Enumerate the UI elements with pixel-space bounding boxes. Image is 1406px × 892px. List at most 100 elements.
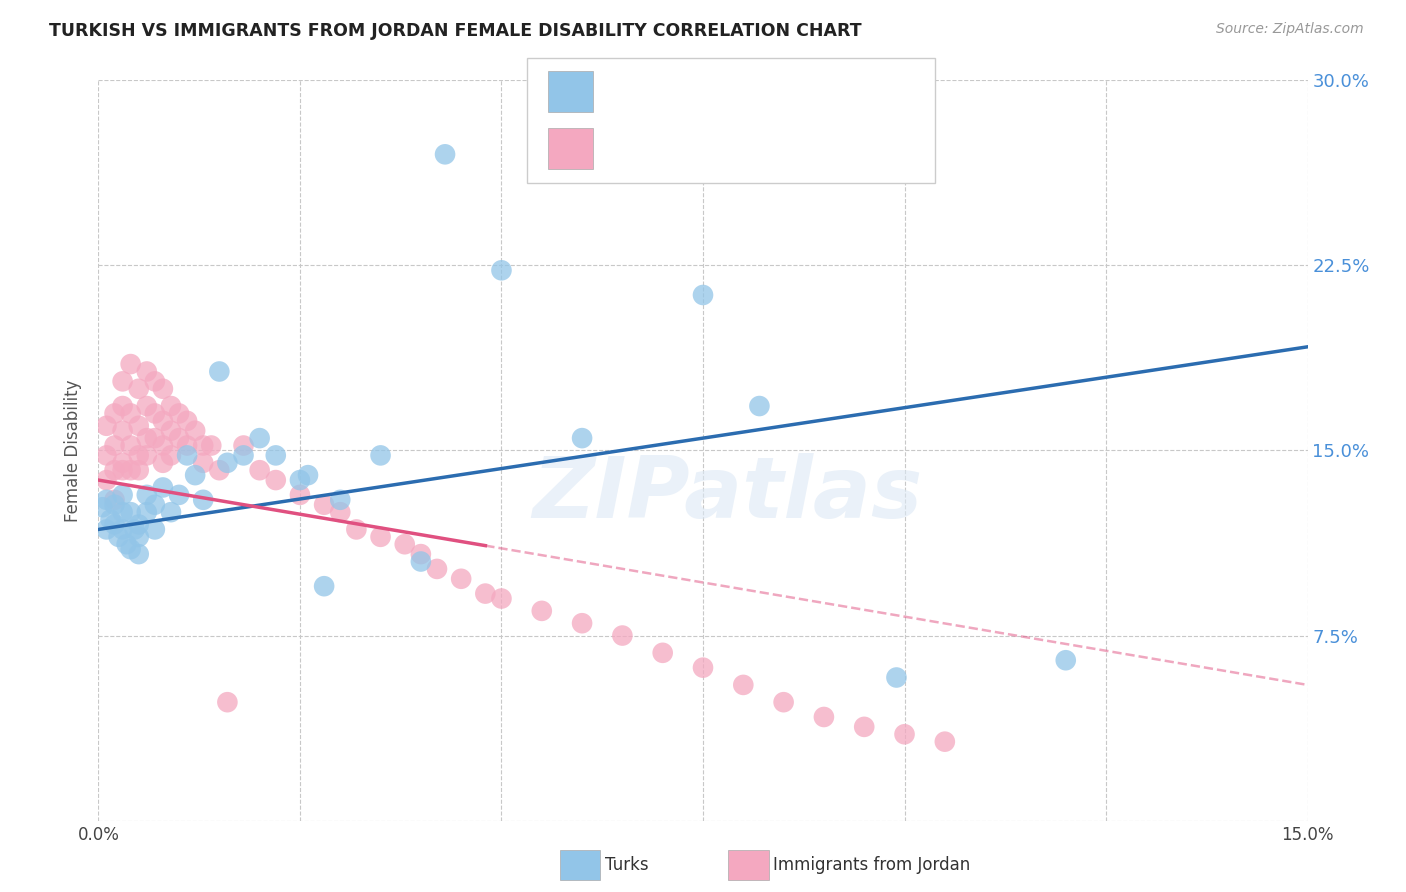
Point xyxy=(217,695,239,709)
Text: R =: R = xyxy=(607,83,662,101)
Point xyxy=(748,399,770,413)
Point xyxy=(314,498,336,512)
Point xyxy=(96,449,118,463)
Point xyxy=(474,586,496,600)
Point xyxy=(530,604,553,618)
Text: N =: N = xyxy=(734,83,799,101)
Point xyxy=(120,357,142,371)
Point xyxy=(143,431,166,445)
Point xyxy=(329,492,352,507)
Text: 0.338: 0.338 xyxy=(661,83,716,101)
Point xyxy=(135,364,157,378)
Point xyxy=(103,438,125,452)
Point xyxy=(772,695,794,709)
Point xyxy=(167,488,190,502)
Point xyxy=(120,438,142,452)
Point xyxy=(96,418,118,433)
Text: 69: 69 xyxy=(790,140,811,158)
Point xyxy=(152,456,174,470)
Point xyxy=(160,424,183,438)
Point xyxy=(193,456,215,470)
Point xyxy=(160,505,183,519)
Point xyxy=(128,382,150,396)
Point xyxy=(370,449,392,463)
Point xyxy=(143,498,166,512)
Point xyxy=(450,572,472,586)
Point xyxy=(651,646,673,660)
Point xyxy=(128,463,150,477)
Text: Immigrants from Jordan: Immigrants from Jordan xyxy=(773,856,970,874)
Point xyxy=(128,418,150,433)
Point xyxy=(200,438,222,452)
Point xyxy=(232,449,254,463)
Point xyxy=(314,579,336,593)
Point xyxy=(193,492,215,507)
Point xyxy=(91,500,114,515)
Point xyxy=(120,463,142,477)
Point xyxy=(152,438,174,452)
Point xyxy=(176,414,198,428)
Point xyxy=(249,463,271,477)
Text: 45: 45 xyxy=(790,83,811,101)
Point xyxy=(1054,653,1077,667)
Point xyxy=(288,488,311,502)
Point xyxy=(120,407,142,421)
Point xyxy=(96,523,118,537)
Point xyxy=(120,542,142,557)
Point xyxy=(692,288,714,302)
Point xyxy=(886,671,908,685)
Point xyxy=(184,468,207,483)
Point xyxy=(491,591,513,606)
Point xyxy=(152,414,174,428)
Point xyxy=(111,523,134,537)
Point xyxy=(103,407,125,421)
Point xyxy=(111,375,134,389)
Point xyxy=(120,505,142,519)
Point xyxy=(217,456,239,470)
Point xyxy=(370,530,392,544)
Point xyxy=(264,473,287,487)
Point xyxy=(115,537,138,551)
Y-axis label: Female Disability: Female Disability xyxy=(65,379,83,522)
Point xyxy=(394,537,416,551)
Point xyxy=(103,517,125,532)
Point xyxy=(111,456,134,470)
Point xyxy=(135,488,157,502)
Point xyxy=(111,424,134,438)
Point xyxy=(152,480,174,494)
Point xyxy=(893,727,915,741)
Point xyxy=(232,438,254,452)
Point xyxy=(107,530,129,544)
Point xyxy=(288,473,311,487)
Point xyxy=(208,364,231,378)
Text: Source: ZipAtlas.com: Source: ZipAtlas.com xyxy=(1216,22,1364,37)
Point xyxy=(128,530,150,544)
Point xyxy=(103,498,125,512)
Text: R =: R = xyxy=(607,140,651,158)
Point xyxy=(111,463,134,477)
Point xyxy=(160,399,183,413)
Point xyxy=(160,449,183,463)
Point xyxy=(103,463,125,477)
Point xyxy=(143,523,166,537)
Point xyxy=(103,492,125,507)
Text: TURKISH VS IMMIGRANTS FROM JORDAN FEMALE DISABILITY CORRELATION CHART: TURKISH VS IMMIGRANTS FROM JORDAN FEMALE… xyxy=(49,22,862,40)
Point xyxy=(184,424,207,438)
Point xyxy=(111,399,134,413)
Point xyxy=(853,720,876,734)
Point xyxy=(692,660,714,674)
Point xyxy=(96,473,118,487)
Point xyxy=(409,547,432,561)
Point xyxy=(612,628,634,642)
Point xyxy=(111,488,134,502)
Point xyxy=(434,147,457,161)
Text: ZIPatlas: ZIPatlas xyxy=(531,453,922,536)
Point xyxy=(344,523,367,537)
Point xyxy=(167,431,190,445)
Point xyxy=(128,449,150,463)
Point xyxy=(297,468,319,483)
Point xyxy=(128,547,150,561)
Point xyxy=(135,399,157,413)
Text: -0.226: -0.226 xyxy=(652,140,717,158)
Point xyxy=(111,505,134,519)
